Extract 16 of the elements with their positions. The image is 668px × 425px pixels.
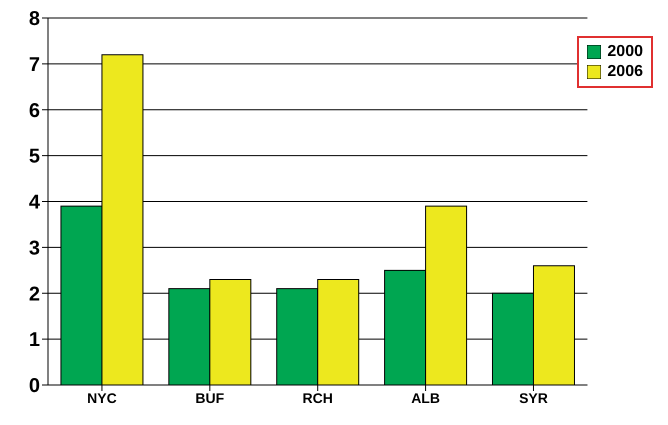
y-tick-label: 1 xyxy=(28,329,40,352)
x-tick-label: BUF xyxy=(195,390,225,406)
legend-label: 2006 xyxy=(607,62,643,82)
x-tick-label: ALB xyxy=(411,390,440,406)
y-tick-label: 4 xyxy=(28,192,41,214)
y-tick-label: 6 xyxy=(28,100,40,122)
y-tick-label: 0 xyxy=(28,375,40,398)
y-tick-label: 7 xyxy=(28,54,40,76)
x-tick-label: RCH xyxy=(302,390,333,406)
y-tick-label: 3 xyxy=(28,237,40,260)
y-tick-label: 5 xyxy=(28,146,40,168)
y-tick-label: 2 xyxy=(28,283,40,306)
x-tick-label: NYC xyxy=(87,390,117,406)
legend-label: 2000 xyxy=(607,42,643,62)
x-tick-label: SYR xyxy=(519,390,548,406)
y-tick-label: 8 xyxy=(28,8,40,30)
